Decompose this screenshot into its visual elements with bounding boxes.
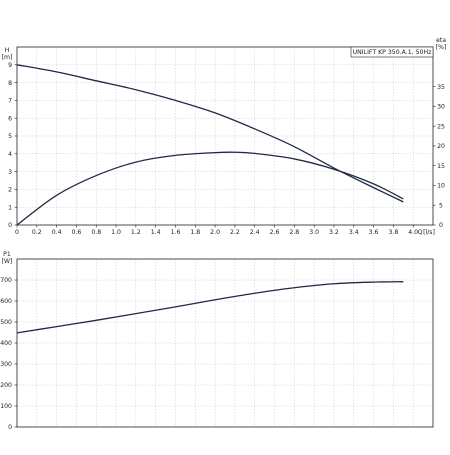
eta-tick-label: 30	[437, 104, 445, 111]
x-tick-label: 1.8	[190, 229, 200, 236]
p1-axis-name: P1	[3, 251, 11, 258]
x-tick-label: 3.2	[329, 229, 339, 236]
eta-tick-label: 5	[439, 202, 443, 209]
x-tick-label: 2.6	[270, 229, 280, 236]
eta-tick-label: 20	[437, 143, 445, 150]
p1-tick-label: 200	[0, 382, 12, 389]
p1-axis-unit: [W]	[2, 258, 13, 265]
h-tick-label: 9	[8, 62, 12, 69]
x-axis-unit: [l/s]	[423, 229, 435, 236]
x-tick-label: 2.8	[289, 229, 299, 236]
x-tick-label: 1.0	[111, 229, 121, 236]
h-tick-label: 7	[8, 98, 12, 105]
x-tick-label: 0.2	[32, 229, 42, 236]
h-tick-label: 3	[8, 169, 12, 176]
p1-tick-label: 600	[0, 298, 12, 305]
p1-tick-label: 400	[0, 340, 12, 347]
x-tick-label: 0.4	[52, 229, 62, 236]
p1-tick-label: 300	[0, 361, 12, 368]
h-axis-name: H	[5, 47, 10, 54]
x-tick-label: 1.6	[171, 229, 181, 236]
eta-axis-name: eta	[436, 37, 446, 44]
x-tick-label: 3.4	[349, 229, 359, 236]
x-tick-label: 4.0	[408, 229, 418, 236]
chart-title: UNILIFT KP 350.A.1, 50Hz	[353, 49, 432, 56]
x-tick-label: 0.6	[72, 229, 82, 236]
x-tick-label: 2.4	[250, 229, 260, 236]
p1-tick-label: 500	[0, 319, 12, 326]
h-tick-label: 2	[8, 187, 12, 194]
eta-tick-label: 10	[437, 183, 445, 190]
p1-tick-label: 100	[0, 403, 12, 410]
p1-tick-label: 0	[8, 424, 12, 431]
eta-axis-unit: [%]	[436, 44, 447, 51]
x-tick-label: 0.8	[91, 229, 101, 236]
eta-tick-label: 35	[437, 84, 445, 91]
eta-tick-label: 15	[437, 163, 445, 170]
h-tick-label: 6	[8, 115, 12, 122]
x-tick-label: 3.0	[309, 229, 319, 236]
x-tick-label: 3.6	[369, 229, 379, 236]
x-axis-name: Q	[418, 229, 423, 236]
h-tick-label: 0	[8, 222, 12, 229]
h-tick-label: 4	[8, 151, 12, 158]
x-tick-label: 1.2	[131, 229, 141, 236]
eta-tick-label: 25	[437, 123, 445, 130]
x-tick-label: 0	[15, 229, 19, 236]
h-tick-label: 1	[8, 204, 12, 211]
h-tick-label: 5	[8, 133, 12, 140]
x-tick-label: 3.8	[388, 229, 398, 236]
x-tick-label: 1.4	[151, 229, 161, 236]
x-tick-label: 2.0	[210, 229, 220, 236]
p1-tick-label: 700	[0, 277, 12, 284]
eta-tick-label: 0	[439, 222, 443, 229]
h-axis-unit: [m]	[2, 54, 13, 61]
x-tick-label: 2.2	[230, 229, 240, 236]
h-tick-label: 8	[8, 80, 12, 87]
